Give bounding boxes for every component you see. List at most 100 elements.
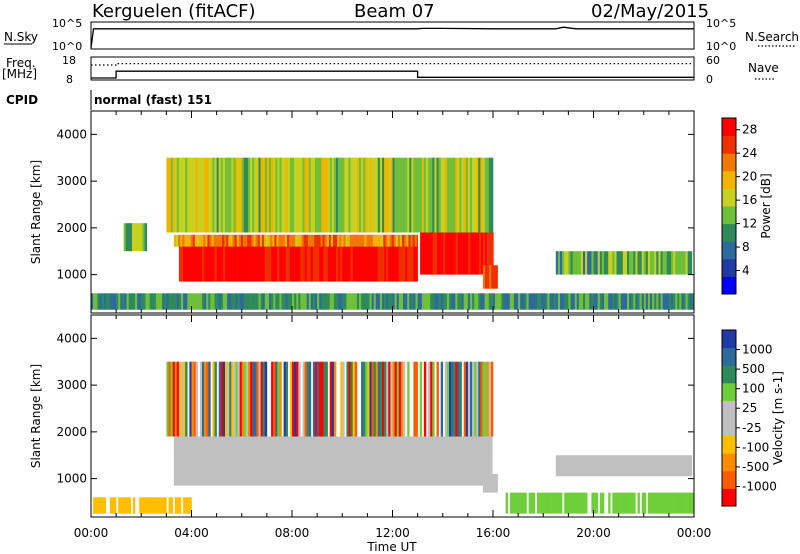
heatmap-cell [599, 455, 603, 477]
heatmap-cell [185, 157, 188, 233]
colorbar-swatch [722, 400, 736, 419]
heatmap-cell [191, 234, 194, 282]
heatmap-cell [557, 455, 561, 477]
heatmap-cell [589, 251, 592, 275]
heatmap-cell [606, 293, 609, 310]
heatmap-cell [136, 223, 139, 252]
heatmap-cell [433, 436, 436, 486]
heatmap-cell [608, 293, 611, 310]
heatmap-cell [207, 436, 210, 486]
heatmap-cell [388, 293, 391, 310]
heatmap-cell [205, 234, 208, 247]
heatmap-cell [449, 232, 452, 275]
heatmap-cell [310, 157, 314, 233]
heatmap-cell [350, 293, 353, 310]
heatmap-cell [238, 234, 242, 247]
heatmap-cell [415, 361, 418, 437]
heatmap-cell [204, 293, 207, 310]
heatmap-cell [658, 492, 661, 514]
heatmap-cell [585, 293, 588, 310]
heatmap-cell [279, 293, 282, 310]
heatmap-cell [174, 157, 178, 233]
heatmap-cell [325, 234, 328, 282]
heatmap-cell [270, 234, 273, 247]
heatmap-cell [439, 232, 442, 275]
heatmap-cell [259, 234, 263, 247]
heatmap-cell [251, 436, 254, 486]
heatmap-cell [195, 361, 199, 437]
heatmap-cell [185, 361, 188, 437]
heatmap-cell [250, 293, 253, 310]
heatmap-cell [489, 265, 492, 289]
heatmap-cell [247, 436, 250, 486]
heatmap-cell [320, 234, 323, 247]
heatmap-cell [111, 497, 115, 514]
heatmap-cell [130, 293, 134, 310]
heatmap-cell [118, 497, 121, 514]
heatmap-cell [233, 157, 236, 233]
heatmap-cell [319, 293, 322, 310]
freq-tick-top: 18 [62, 54, 76, 67]
heatmap-cell [374, 234, 378, 247]
heatmap-cell [485, 473, 488, 493]
colorbar-tick-label: 12 [742, 217, 757, 231]
heatmap-cell [258, 361, 261, 437]
heatmap-cell [416, 436, 420, 486]
heatmap-cell [226, 436, 229, 486]
heatmap-cell [633, 293, 636, 310]
heatmap-cell [305, 234, 309, 247]
heatmap-cell [647, 251, 651, 275]
heatmap-cell [178, 157, 182, 233]
heatmap-cell [440, 157, 444, 233]
heatmap-cell [633, 455, 636, 477]
heatmap-cell [144, 223, 147, 252]
heatmap-cell [354, 234, 358, 282]
heatmap-cell [398, 361, 402, 437]
heatmap-cell [283, 234, 286, 282]
heatmap-cell [128, 293, 132, 310]
heatmap-cell [400, 157, 404, 233]
heatmap-cell [470, 361, 473, 437]
heatmap-cell [205, 436, 208, 486]
heatmap-cell [386, 157, 389, 233]
heatmap-cell [530, 492, 534, 514]
heatmap-cell [297, 436, 300, 486]
heatmap-cell [464, 232, 467, 275]
heatmap-cell [176, 436, 179, 486]
heatmap-cell [255, 234, 258, 247]
heatmap-cell [482, 232, 486, 275]
heatmap-cell [627, 492, 630, 514]
heatmap-cell [580, 251, 584, 275]
heatmap-cell [375, 234, 379, 282]
heatmap-cell [354, 361, 358, 437]
heatmap-cell [360, 436, 363, 486]
heatmap-cell [289, 234, 293, 282]
heatmap-cell [507, 293, 511, 310]
heatmap-cell [503, 293, 506, 310]
colorbar-tick-label: 100 [742, 382, 765, 396]
heatmap-cell [331, 361, 335, 437]
heatmap-cell [174, 497, 178, 514]
heatmap-cell [455, 232, 459, 275]
heatmap-cell [340, 361, 343, 437]
y-tick-label: 1000 [56, 472, 87, 486]
heatmap-cell [631, 455, 634, 477]
heatmap-cell [537, 293, 540, 310]
heatmap-cell [490, 293, 494, 310]
heatmap-cell [308, 234, 312, 282]
heatmap-cell [251, 234, 254, 247]
heatmap-cell [184, 436, 187, 486]
heatmap-cell [315, 157, 318, 233]
heatmap-cell [173, 436, 177, 486]
heatmap-cell [194, 436, 198, 486]
heatmap-cell [189, 157, 192, 233]
heatmap-cell [127, 223, 131, 252]
heatmap-cell [452, 436, 455, 486]
heatmap-cell [193, 234, 196, 282]
colorbar-swatch [722, 223, 736, 242]
nsearch-tick-bottom: 10^0 [706, 40, 736, 53]
heatmap-cell [321, 293, 324, 310]
heatmap-cell [382, 157, 385, 233]
heatmap-cell [358, 234, 361, 247]
heatmap-cell [287, 234, 290, 247]
